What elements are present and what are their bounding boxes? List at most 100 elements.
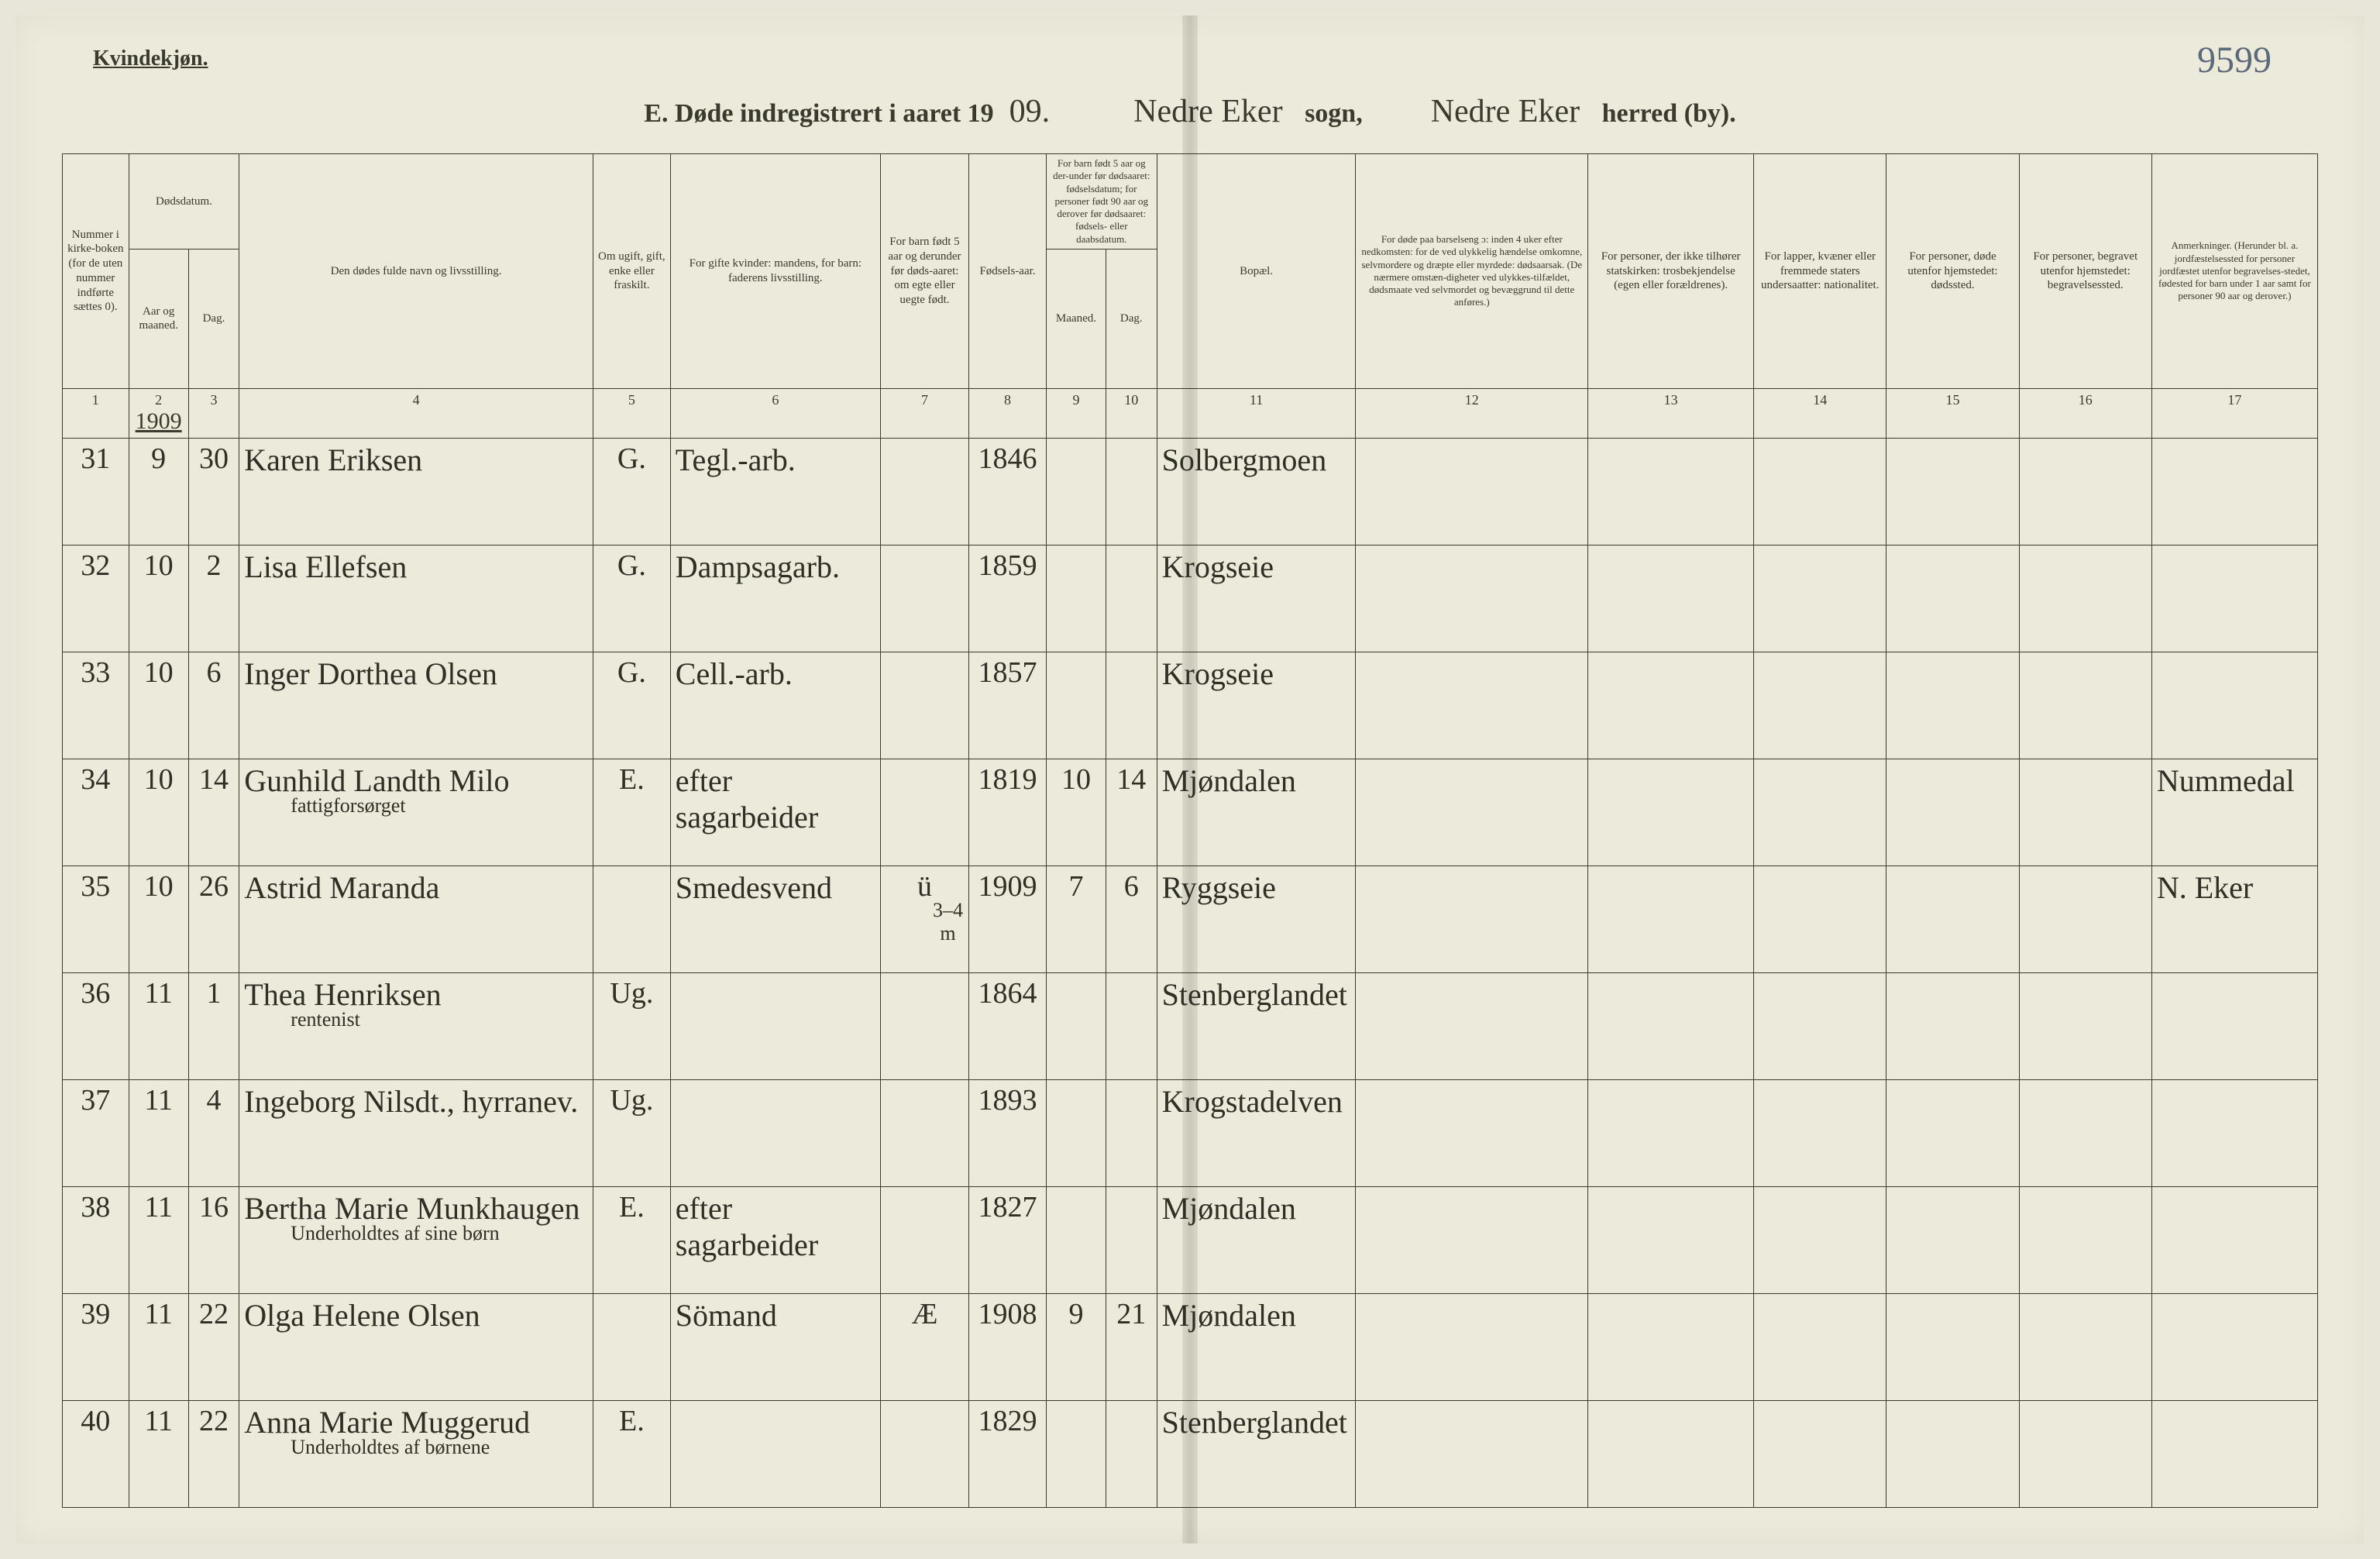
cell	[1886, 1293, 2019, 1400]
column-number: 13	[1588, 388, 1754, 438]
cell: 22	[188, 1293, 239, 1400]
cell: 9	[129, 438, 188, 545]
cell	[1754, 1079, 1886, 1186]
cell	[1754, 652, 1886, 759]
cell	[1356, 1079, 1588, 1186]
cell: 1859	[969, 545, 1047, 652]
cell	[2151, 438, 2317, 545]
cell: 11	[129, 1079, 188, 1186]
column-number: 15	[1886, 388, 2019, 438]
cell: 10	[1046, 759, 1106, 866]
cell	[1046, 1400, 1106, 1507]
cell	[2151, 1293, 2317, 1400]
cell	[1754, 866, 1886, 972]
cell	[1886, 545, 2019, 652]
cell	[1356, 866, 1588, 972]
table-row: 391122Olga Helene OlsenSömandÆ1908921Mjø…	[63, 1293, 2318, 1400]
cell: 11	[129, 1186, 188, 1293]
cell	[1754, 1186, 1886, 1293]
col-subheader: Dag.	[1106, 249, 1157, 388]
cell: 4	[188, 1079, 239, 1186]
register-page: Kvindekjøn. 9599 E. Døde indregistrert i…	[15, 15, 2365, 1544]
cell: Cell.-arb.	[670, 652, 880, 759]
cell: Mjøndalen	[1157, 759, 1356, 866]
cell	[670, 1079, 880, 1186]
cell	[1886, 652, 2019, 759]
column-number: 9	[1046, 388, 1106, 438]
cell	[880, 1186, 968, 1293]
cell: E.	[593, 759, 670, 866]
cell: 32	[63, 545, 129, 652]
sogn-value: Nedre Eker	[1133, 94, 1282, 129]
cell	[1588, 1293, 1754, 1400]
cell	[2151, 545, 2317, 652]
column-number: 12	[1356, 388, 1588, 438]
table-row: 351026Astrid MarandaSmedesvendü3–4 m1909…	[63, 866, 2318, 972]
cell: 14	[188, 759, 239, 866]
cell: 9	[1046, 1293, 1106, 1400]
gender-heading: Kvindekjøn.	[93, 46, 208, 71]
cell	[1588, 545, 1754, 652]
cell	[2019, 866, 2151, 972]
cell: 1909	[969, 866, 1047, 972]
cell: 6	[1106, 866, 1157, 972]
col-header: For gifte kvinder: mandens, for barn: fa…	[670, 154, 880, 389]
column-number: 10	[1106, 388, 1157, 438]
column-number: 6	[670, 388, 880, 438]
cell	[880, 1400, 968, 1507]
cell: Ryggseie	[1157, 866, 1356, 972]
cell: Astrid Maranda	[239, 866, 593, 972]
col-header: Fødsels-aar.	[969, 154, 1047, 389]
cell: 1829	[969, 1400, 1047, 1507]
cell	[1588, 759, 1754, 866]
cell	[1356, 438, 1588, 545]
cell: Karen Eriksen	[239, 438, 593, 545]
cell-subnote: 3–4 m	[886, 899, 964, 945]
cell: Ug.	[593, 1079, 670, 1186]
cell: Krogseie	[1157, 652, 1356, 759]
column-number: 8	[969, 388, 1047, 438]
cell-subnote: Underholdtes af sine børn	[244, 1222, 588, 1245]
cell: G.	[593, 545, 670, 652]
cell	[1886, 1079, 2019, 1186]
cell: 7	[1046, 866, 1106, 972]
col-header: For personer, døde utenfor hjemstedet: d…	[1886, 154, 2019, 389]
col-subheader: Aar og maaned.	[129, 249, 188, 388]
cell	[1356, 1400, 1588, 1507]
cell: Mjøndalen	[1157, 1186, 1356, 1293]
table-row: 36111Thea HenriksenrentenistUg.1864Stenb…	[63, 972, 2318, 1079]
col-header: For barn født 5 aar og derunder før døds…	[880, 154, 968, 389]
cell: Solbergmoen	[1157, 438, 1356, 545]
table-row: 381116Bertha Marie MunkhaugenUnderholdte…	[63, 1186, 2318, 1293]
cell: Nummedal	[2151, 759, 2317, 866]
col-header: For barn født 5 aar og der-under før død…	[1046, 154, 1157, 250]
cell	[1046, 652, 1106, 759]
cell: Krogstadelven	[1157, 1079, 1356, 1186]
cell	[1356, 545, 1588, 652]
cell	[1886, 438, 2019, 545]
cell: efter sagarbeider	[670, 759, 880, 866]
title-prefix: E. Døde indregistrert i aaret 19	[644, 99, 993, 128]
column-number: 16	[2019, 388, 2151, 438]
cell	[1046, 1186, 1106, 1293]
cell	[2151, 652, 2317, 759]
cell	[1886, 972, 2019, 1079]
cell: Tegl.-arb.	[670, 438, 880, 545]
cell: Stenberglandet	[1157, 972, 1356, 1079]
cell: 33	[63, 652, 129, 759]
herred-label: herred (by).	[1602, 99, 1736, 128]
column-number: 21909	[129, 388, 188, 438]
cell: Mjøndalen	[1157, 1293, 1356, 1400]
cell	[1754, 438, 1886, 545]
column-number: 3	[188, 388, 239, 438]
cell	[2019, 1079, 2151, 1186]
cell: 40	[63, 1400, 129, 1507]
cell-subnote: fattigforsørget	[244, 794, 588, 817]
col-header: For døde paa barselseng ɔ: inden 4 uker …	[1356, 154, 1588, 389]
cell	[880, 652, 968, 759]
column-number: 4	[239, 388, 593, 438]
cell	[880, 759, 968, 866]
cell	[1356, 1186, 1588, 1293]
cell	[1588, 1079, 1754, 1186]
cell	[2019, 1293, 2151, 1400]
